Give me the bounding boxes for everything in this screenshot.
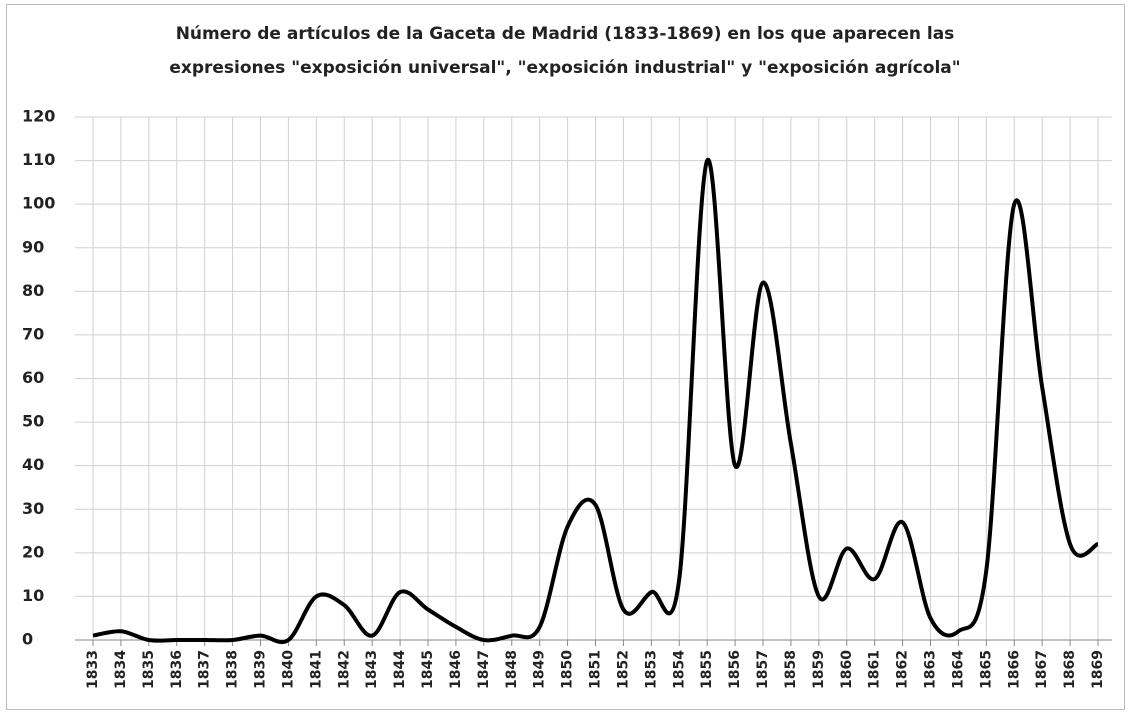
chart-title: Número de artículos de la Gaceta de Madr… <box>176 24 955 44</box>
x-tick-label: 1861 <box>867 650 883 689</box>
data-line <box>92 158 1099 645</box>
x-tick-label: 1852 <box>615 650 631 689</box>
x-tick-label: 1846 <box>448 650 464 689</box>
x-tick-label: 1860 <box>839 650 855 689</box>
y-tick-label: 10 <box>22 586 44 605</box>
x-tick-label: 1855 <box>699 650 715 689</box>
x-tick-label: 1836 <box>169 650 185 689</box>
x-tick-label: 1850 <box>560 650 576 689</box>
y-tick-label: 30 <box>22 499 44 518</box>
x-tick-label: 1862 <box>895 650 911 689</box>
x-tick-label: 1848 <box>504 650 520 689</box>
x-tick-label: 1839 <box>253 650 269 689</box>
x-tick-label: 1868 <box>1062 650 1078 689</box>
x-tick-label: 1838 <box>225 650 241 689</box>
x-tick-label: 1849 <box>532 650 548 689</box>
x-tick-label: 1864 <box>950 650 966 689</box>
x-tick-label: 1834 <box>113 650 129 689</box>
x-tick-label: 1841 <box>308 650 324 689</box>
x-tick-label: 1856 <box>727 650 743 689</box>
x-tick-label: 1842 <box>336 650 352 689</box>
y-tick-label: 90 <box>22 237 44 256</box>
x-tick-label: 1866 <box>1006 650 1022 689</box>
x-tick-label: 1853 <box>643 650 659 689</box>
x-tick-label: 1857 <box>755 650 771 689</box>
y-tick-label: 80 <box>22 281 44 300</box>
x-tick-label: 1843 <box>364 650 380 689</box>
x-tick-label: 1835 <box>141 650 157 689</box>
x-tick-label: 1844 <box>392 650 408 689</box>
x-tick-label: 1865 <box>978 650 994 689</box>
y-tick-label: 70 <box>22 324 44 343</box>
x-tick-label: 1837 <box>197 650 213 689</box>
x-tick-label: 1869 <box>1090 650 1106 689</box>
y-tick-label: 100 <box>22 194 55 213</box>
x-tick-label: 1867 <box>1034 650 1050 689</box>
chart-border <box>6 4 1125 710</box>
x-tick-label: 1851 <box>588 650 604 689</box>
x-tick-label: 1854 <box>671 650 687 689</box>
x-tick-label: 1845 <box>420 650 436 689</box>
chart-title: expresiones "exposición universal", "exp… <box>169 58 960 78</box>
x-tick-label: 1863 <box>923 650 939 689</box>
x-tick-label: 1833 <box>85 650 101 689</box>
y-tick-label: 50 <box>22 412 44 431</box>
y-tick-label: 120 <box>22 107 55 126</box>
x-tick-label: 1847 <box>476 650 492 689</box>
x-tick-label: 1858 <box>783 650 799 689</box>
y-tick-label: 60 <box>22 368 44 387</box>
x-tick-label: 1859 <box>811 650 827 689</box>
y-tick-label: 20 <box>22 542 44 561</box>
x-tick-label: 1840 <box>280 650 296 689</box>
y-tick-label: 0 <box>22 630 33 649</box>
y-tick-label: 40 <box>22 455 44 474</box>
y-tick-label: 110 <box>22 150 55 169</box>
